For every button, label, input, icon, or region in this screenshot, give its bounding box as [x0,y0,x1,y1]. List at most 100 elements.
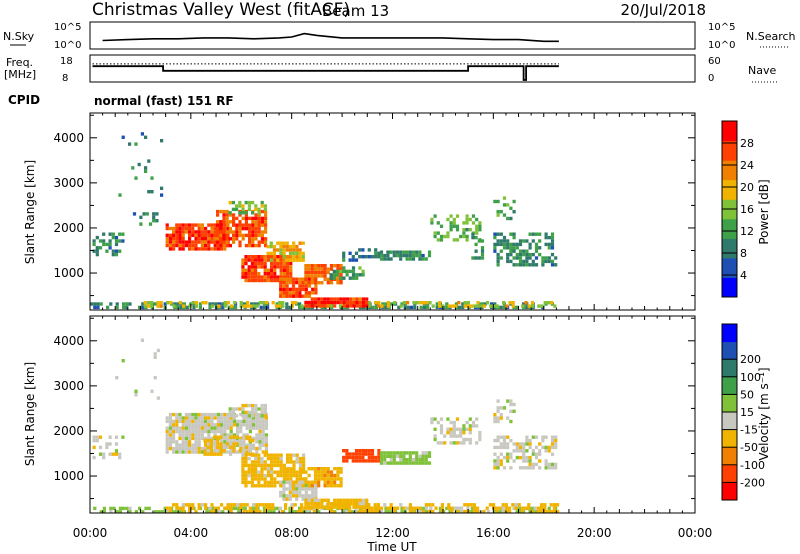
heatmap-cell [221,510,225,514]
heatmap-cell [276,248,280,252]
heatmap-cell [496,435,500,439]
heatmap-cell [245,423,249,427]
heatmap-cell [452,427,456,431]
nsearch-tick-bottom: 10^0 [708,40,735,51]
heatmap-cell [229,503,233,507]
heatmap-cell [197,433,201,437]
heatmap-cell [241,265,245,269]
heatmap-cell [291,480,296,484]
heatmap-cell [415,451,419,455]
heatmap-cell [175,423,179,427]
heatmap-cell [298,494,302,498]
heatmap-cell [197,423,201,427]
heatmap-cell [386,301,390,305]
heatmap-cell [254,403,258,408]
heatmap-cell [339,267,343,271]
heatmap-cell [261,440,265,444]
heatmap-cell [490,302,494,306]
heatmap-cell [459,431,463,435]
heatmap-cell [290,301,294,305]
heatmap-cell [323,277,327,281]
heatmap-cell [246,304,250,308]
heatmap-cell [525,466,529,470]
heatmap-cell [270,265,274,269]
heatmap-cell [538,459,542,463]
heatmap-cell [476,304,480,308]
heatmap-cell [307,505,311,509]
heatmap-cell [286,473,290,478]
heatmap-cell [263,255,267,259]
heatmap-cell [288,255,293,259]
heatmap-cell [288,483,292,488]
heatmap-cell [478,221,482,225]
heatmap-cell [349,304,353,308]
heatmap-cell [239,419,243,424]
heatmap-cell [540,304,544,308]
heatmap-cell [236,429,240,434]
heatmap-cell [269,510,273,514]
heatmap-cell [282,494,286,498]
heatmap-cell [326,484,330,488]
heatmap-cell [342,258,346,262]
heatmap-cell [213,506,217,510]
heatmap-cell [114,239,119,243]
heatmap-cell [352,505,356,509]
heatmap-cell [430,217,434,222]
heatmap-cell [355,300,359,305]
heatmap-cell [216,237,220,241]
heatmap-cell [191,433,195,437]
heatmap-cell [232,440,236,444]
heatmap-cell [244,258,248,262]
heatmap-cell [471,256,475,260]
heatmap-cell [263,275,267,279]
heatmap-cell [102,455,106,460]
heatmap-cell [260,407,264,411]
heatmap-cell [121,435,125,439]
heatmap-cell [172,243,176,248]
heatmap-cell [405,250,409,254]
heatmap-cell [311,494,315,498]
heatmap-cell [314,284,318,288]
heatmap-cell [121,359,125,363]
heatmap-cell [304,494,308,498]
heatmap-cell [389,461,393,465]
heatmap-cell [216,209,220,214]
heatmap-cell [399,257,403,261]
heatmap-cell [204,443,208,447]
heatmap-cell [307,284,312,288]
heatmap-cell [229,445,233,450]
heatmap-cell [462,427,466,431]
heatmap-cell [310,304,314,308]
heatmap-cell [405,257,409,261]
velocity-x-ticks [89,316,696,513]
heatmap-cell [279,460,283,464]
heatmap-cell [254,258,258,262]
heatmap-cell [291,490,296,495]
heatmap-cell [197,443,201,447]
heatmap-cell [273,456,277,461]
heatmap-cell [147,506,151,511]
heatmap-cell [159,304,163,308]
date-label: 20/Jul/2018 [621,1,706,19]
heatmap-cell [493,452,497,456]
heatmap-cell [493,249,497,253]
heatmap-cell [263,272,267,276]
heatmap-cell [361,300,366,305]
heatmap-cell [111,249,115,253]
heatmap-cell [197,240,201,244]
heatmap-cell [323,467,327,471]
heatmap-cell [408,250,412,254]
heatmap-cell [242,423,246,427]
heatmap-cell [210,226,214,231]
heatmap-cell [462,437,466,442]
heatmap-cell [114,442,119,446]
heatmap-cell [377,459,381,463]
heatmap-cell [506,259,510,264]
heatmap-cell [241,275,245,279]
heatmap-cell [279,244,283,249]
heatmap-cell [480,252,485,257]
heatmap-cell [241,216,245,221]
heatmap-cell [178,443,182,447]
heatmap-cell [229,416,233,420]
heatmap-cell [232,435,236,439]
